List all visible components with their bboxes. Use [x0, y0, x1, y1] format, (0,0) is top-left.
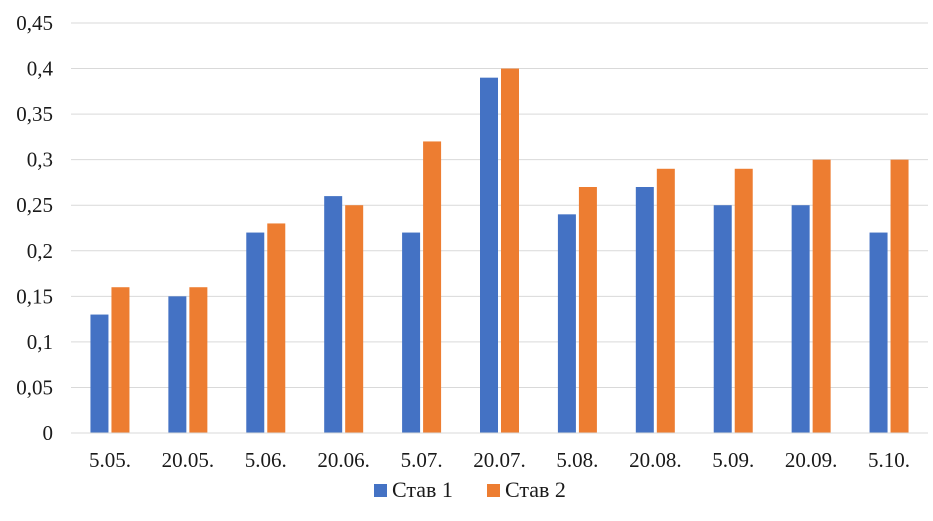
- bar-1: [402, 232, 421, 433]
- legend: Став 1 Став 2: [374, 477, 566, 502]
- bars: [90, 68, 909, 434]
- bar-2: [578, 187, 597, 433]
- x-tick-label: 20.06.: [317, 448, 370, 472]
- y-tick-label: 0,4: [27, 57, 54, 81]
- axes: 0 0,05 0,1 0,15 0,2 0,25 0,3 0,35 0,4 0,45 5.05. 20…: [16, 11, 928, 472]
- bar-1: [869, 232, 888, 433]
- bar-1: [791, 205, 810, 433]
- gridlines: [71, 22, 928, 388]
- x-tick-label: 20.09.: [785, 448, 838, 472]
- bar-2: [890, 159, 909, 433]
- bar-2: [423, 141, 442, 433]
- bar-2: [656, 168, 675, 433]
- bar-1: [557, 214, 576, 433]
- x-tick-label: 20.08.: [629, 448, 682, 472]
- legend-swatch-1: [374, 484, 387, 497]
- bar-1: [324, 196, 343, 433]
- bar-1: [246, 232, 265, 433]
- bar-1: [90, 314, 109, 433]
- y-tick-label: 0,3: [27, 148, 53, 172]
- x-tick-label: 5.08.: [556, 448, 598, 472]
- bar-1: [480, 77, 498, 434]
- y-tick-label: 0,25: [16, 193, 53, 217]
- bar-1: [713, 205, 732, 433]
- x-tick-label: 5.07.: [401, 448, 443, 472]
- bar-2: [812, 159, 831, 433]
- bar-1: [168, 296, 187, 433]
- y-tick-label: 0,1: [27, 330, 53, 354]
- bar-2: [501, 68, 519, 434]
- x-tick-label: 5.06.: [245, 448, 287, 472]
- bar-2: [345, 205, 364, 433]
- x-tick-label: 5.10.: [868, 448, 910, 472]
- bar-1: [635, 187, 654, 433]
- y-tick-label: 0,05: [16, 375, 53, 399]
- x-tick-label: 20.05.: [162, 448, 215, 472]
- bar-2: [111, 287, 130, 433]
- y-tick-label: 0,45: [16, 11, 53, 35]
- bar-2: [734, 168, 753, 433]
- legend-label-2: Став 2: [505, 477, 566, 502]
- y-tick-label: 0,15: [16, 284, 53, 308]
- y-tick-label: 0,2: [27, 239, 53, 263]
- bar-2: [189, 287, 208, 433]
- y-tick-label: 0: [43, 421, 54, 445]
- x-tick-label: 5.05.: [89, 448, 131, 472]
- x-tick-label: 20.07.: [473, 448, 526, 472]
- bar-2: [267, 223, 286, 433]
- legend-swatch-2: [487, 484, 500, 497]
- x-tick-label: 5.09.: [712, 448, 754, 472]
- y-tick-label: 0,35: [16, 102, 53, 126]
- legend-label-1: Став 1: [392, 477, 453, 502]
